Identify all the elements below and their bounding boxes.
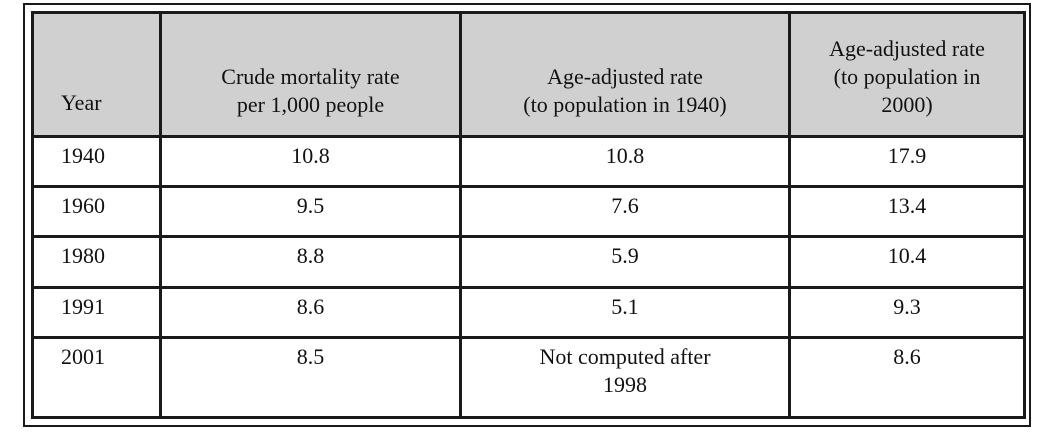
- cell-adj1940: 5.9: [459, 235, 791, 289]
- cell-adj1940: 5.1: [459, 285, 791, 339]
- cell-crude-rate: 8.6: [159, 285, 462, 339]
- header-crude-rate: Crude mortality rate per 1,000 people: [159, 11, 462, 138]
- header-adj2000-line-3: 2000): [881, 92, 933, 117]
- cell-year: 1980: [31, 235, 162, 289]
- header-age-adjusted-1940: Age-adjusted rate (to population in 1940…: [459, 11, 791, 138]
- cell-adj1940: 7.6: [459, 185, 791, 239]
- header-adj1940-line-1: Age-adjusted rate: [547, 64, 703, 89]
- cell-year: 2001: [31, 335, 162, 420]
- cell-crude-rate: 10.8: [159, 134, 462, 189]
- header-adj1940-line-2: (to population in 1940): [523, 92, 727, 117]
- table-row: 2001 8.5 Not computed after 1998 8.6: [31, 335, 1026, 420]
- mortality-table: Year Crude mortality rate per 1,000 peop…: [31, 11, 1026, 420]
- table-outer-frame: [23, 3, 1031, 427]
- header-year: Year: [31, 11, 162, 138]
- cell-adj1940: Not computed after 1998: [459, 335, 791, 420]
- header-crude-line-2: per 1,000 people: [236, 92, 385, 117]
- cell-adj2000: 8.6: [788, 335, 1026, 420]
- cell-crude-rate: 8.5: [159, 335, 462, 420]
- cell-year: 1960: [31, 185, 162, 239]
- cell-crude-rate: 8.8: [159, 235, 462, 289]
- header-adj2000-line-2: (to population in: [833, 64, 981, 89]
- cell-adj2000: 13.4: [788, 185, 1026, 239]
- cell-crude-rate: 9.5: [159, 185, 462, 239]
- cell-adj2000: 17.9: [788, 134, 1026, 189]
- table-row: 1991 8.6 5.1 9.3: [31, 285, 1026, 339]
- header-adj2000-line-1: Age-adjusted rate: [829, 36, 985, 61]
- header-age-adjusted-2000: Age-adjusted rate (to population in 2000…: [788, 11, 1026, 138]
- table-body: 1940 10.8 10.8 17.9 1960 9.5 7.6 13.4 19…: [31, 134, 1026, 420]
- cell-adj1940: 10.8: [459, 134, 791, 189]
- header-year-label: Year: [61, 90, 102, 115]
- cell-adj1940-line-2: 1998: [603, 371, 647, 397]
- table-header: Year Crude mortality rate per 1,000 peop…: [31, 11, 1026, 138]
- cell-adj2000: 9.3: [788, 285, 1026, 339]
- header-row: Year Crude mortality rate per 1,000 peop…: [31, 11, 1026, 138]
- table-row: 1940 10.8 10.8 17.9: [31, 134, 1026, 189]
- table-row: 1960 9.5 7.6 13.4: [31, 185, 1026, 239]
- cell-year: 1940: [31, 134, 162, 189]
- header-crude-line-1: Crude mortality rate: [221, 64, 400, 89]
- table-row: 1980 8.8 5.9 10.4: [31, 235, 1026, 289]
- cell-adj1940-line-1: Not computed after: [539, 343, 711, 369]
- cell-adj2000: 10.4: [788, 235, 1026, 289]
- cell-year: 1991: [31, 285, 162, 339]
